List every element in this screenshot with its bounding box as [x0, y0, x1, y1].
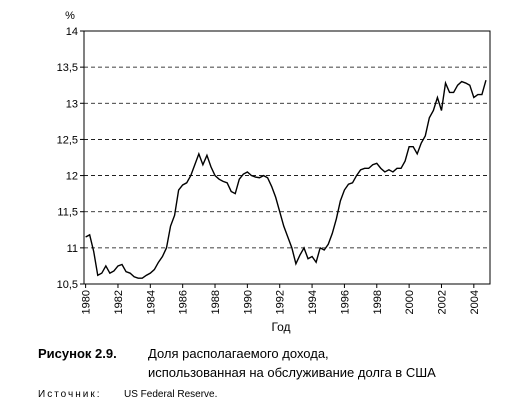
x-tick-label: 1982	[113, 290, 125, 314]
x-tick-label: 2004	[469, 290, 481, 314]
plot-frame	[83, 30, 491, 285]
caption-line: использованная на обслуживание долга в С…	[148, 365, 436, 380]
x-tick-label: 1984	[145, 290, 157, 314]
source-label: Источник:	[38, 389, 101, 400]
y-tick-label: 13,5	[57, 62, 78, 74]
y-tick-label: 11,5	[57, 207, 78, 219]
x-tick-label: 1998	[372, 290, 384, 314]
x-tick-label: 2002	[436, 290, 448, 314]
figure-label: Рисунок 2.9.	[38, 346, 117, 361]
x-tick-label: 1992	[275, 290, 287, 314]
x-tick-label: 1990	[242, 290, 254, 314]
x-tick-label: 1996	[339, 290, 351, 314]
y-tick-label: 13	[66, 98, 78, 110]
x-axis-label: Год	[271, 320, 290, 334]
y-unit: %	[65, 10, 75, 22]
y-tick-label: 12,5	[57, 134, 78, 146]
data-line	[85, 79, 487, 279]
y-tick-label: 12	[66, 171, 78, 183]
x-tick-label: 2000	[404, 290, 416, 314]
y-tick-label: 11	[67, 243, 78, 255]
x-tick-label: 1986	[178, 290, 190, 314]
y-tick-label: 10,5	[57, 279, 78, 291]
x-tick-label: 1988	[210, 290, 222, 314]
source: US Federal Reserve.	[124, 389, 217, 400]
x-tick-label: 1980	[81, 290, 93, 314]
y-tick-label: 14	[66, 26, 78, 38]
x-tick-label: 1994	[307, 290, 319, 314]
caption-line: Доля располагаемого дохода,	[148, 346, 329, 361]
